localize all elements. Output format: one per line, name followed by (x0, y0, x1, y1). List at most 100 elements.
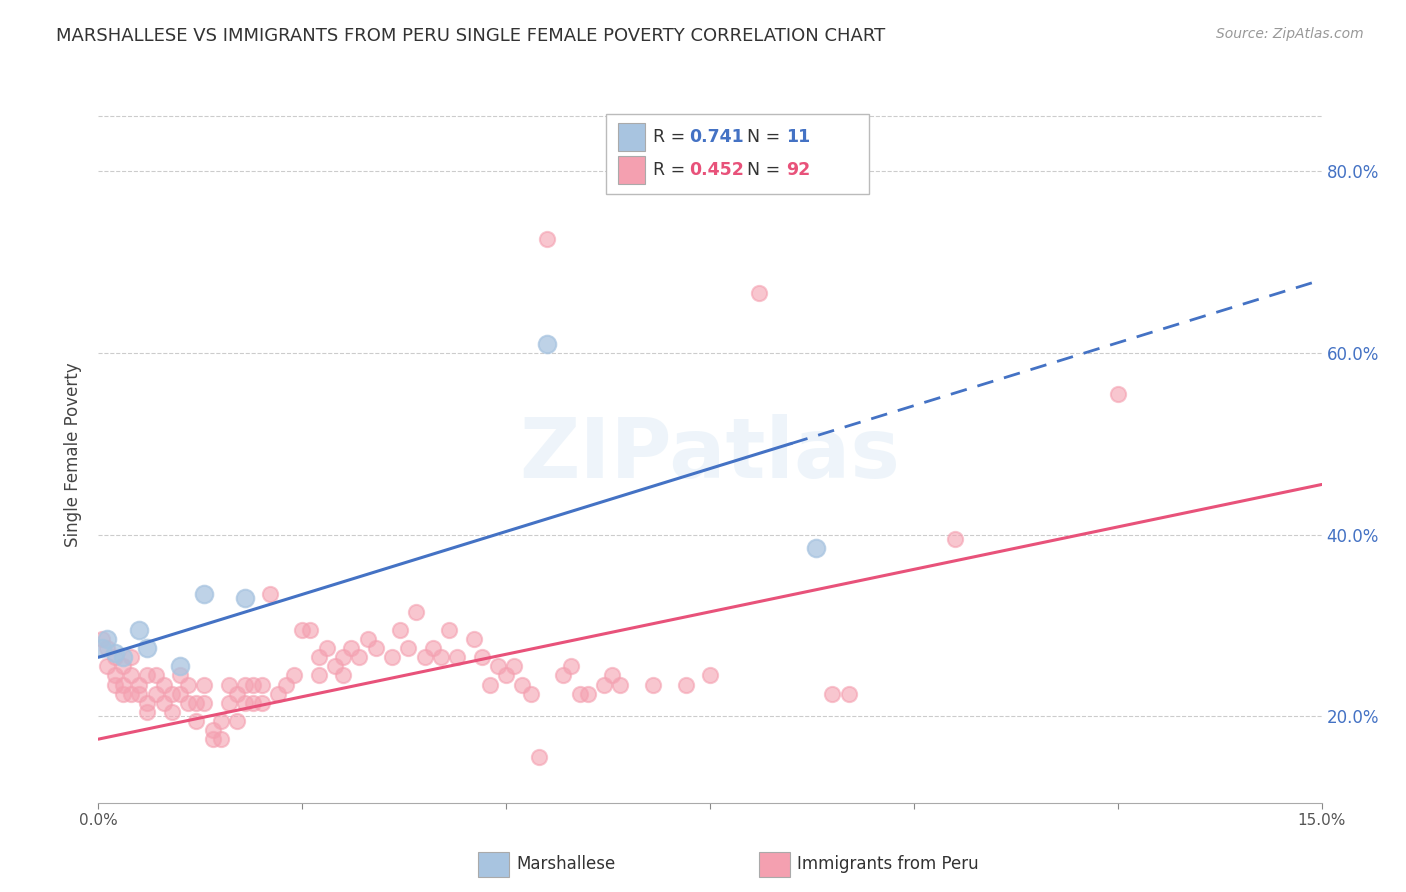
Point (332, 668, 354, 682)
Y-axis label: Single Female Poverty: Single Female Poverty (65, 363, 83, 547)
Point (250, 696, 273, 710)
Point (96, 641, 118, 656)
Point (315, 641, 337, 656)
Text: Source: ZipAtlas.com: Source: ZipAtlas.com (1216, 27, 1364, 41)
Text: ZIPatlas: ZIPatlas (520, 415, 900, 495)
Point (323, 659, 346, 673)
Point (91, 632, 114, 646)
Point (413, 650, 436, 665)
Point (536, 232, 558, 246)
Text: N =: N = (747, 161, 786, 178)
Point (193, 586, 215, 600)
Point (250, 677, 273, 691)
Text: Immigrants from Peru: Immigrants from Peru (797, 855, 979, 873)
Point (96, 632, 118, 646)
Point (430, 650, 453, 665)
Point (503, 659, 526, 673)
Point (186, 714, 208, 728)
Point (600, 668, 623, 682)
Point (169, 668, 191, 682)
Point (299, 623, 322, 637)
Point (495, 668, 517, 682)
Point (111, 650, 134, 665)
Point (259, 586, 281, 600)
Point (446, 650, 468, 665)
Point (349, 650, 371, 665)
Point (291, 623, 314, 637)
Point (128, 677, 150, 691)
Text: MARSHALLESE VS IMMIGRANTS FROM PERU SINGLE FEMALE POVERTY CORRELATION CHART: MARSHALLESE VS IMMIGRANTS FROM PERU SING… (56, 27, 886, 45)
Point (177, 696, 200, 710)
Point (340, 641, 363, 656)
Point (186, 696, 208, 710)
Point (553, 668, 575, 682)
Point (209, 732, 232, 747)
Point (356, 632, 378, 646)
Point (218, 677, 240, 691)
Point (120, 668, 142, 682)
Point (193, 677, 215, 691)
Point (128, 687, 150, 701)
Point (536, 336, 558, 351)
Point (641, 677, 664, 691)
Point (96, 659, 118, 673)
Point (283, 668, 305, 682)
Point (593, 677, 616, 691)
Point (242, 677, 264, 691)
Point (160, 687, 183, 701)
Point (308, 650, 330, 665)
Point (152, 677, 174, 691)
Point (437, 623, 460, 637)
Text: Marshallese: Marshallese (516, 855, 616, 873)
Point (169, 659, 191, 673)
Point (332, 650, 354, 665)
FancyBboxPatch shape (619, 123, 645, 151)
Point (267, 687, 290, 701)
Point (405, 605, 427, 619)
Point (568, 687, 591, 701)
Point (486, 659, 509, 673)
Point (242, 696, 264, 710)
Point (821, 687, 844, 701)
Point (104, 677, 127, 691)
Point (111, 677, 134, 691)
Point (560, 659, 582, 673)
Point (233, 677, 256, 691)
Point (169, 687, 191, 701)
Point (145, 668, 167, 682)
Point (91, 641, 114, 656)
Text: 0.741: 0.741 (689, 128, 744, 146)
Point (512, 677, 534, 691)
Point (128, 623, 150, 637)
Text: N =: N = (747, 128, 786, 146)
Point (389, 623, 412, 637)
Point (120, 650, 142, 665)
Point (396, 641, 419, 656)
Text: 0.452: 0.452 (689, 161, 744, 178)
Point (527, 750, 550, 764)
Point (519, 687, 541, 701)
Point (609, 677, 631, 691)
Point (218, 696, 240, 710)
Point (838, 687, 860, 701)
Point (209, 714, 232, 728)
Point (201, 732, 224, 747)
Point (308, 668, 330, 682)
Point (152, 696, 174, 710)
Point (699, 668, 721, 682)
Point (364, 641, 387, 656)
Point (226, 714, 249, 728)
Text: R =: R = (652, 161, 690, 178)
Point (1107, 386, 1129, 401)
Point (201, 723, 224, 737)
Point (104, 650, 127, 665)
Point (136, 641, 159, 656)
Point (471, 650, 494, 665)
Point (748, 286, 770, 301)
Point (463, 632, 485, 646)
FancyBboxPatch shape (619, 156, 645, 184)
Point (120, 687, 142, 701)
Point (193, 696, 215, 710)
Point (111, 659, 134, 673)
Text: 11: 11 (786, 128, 810, 146)
